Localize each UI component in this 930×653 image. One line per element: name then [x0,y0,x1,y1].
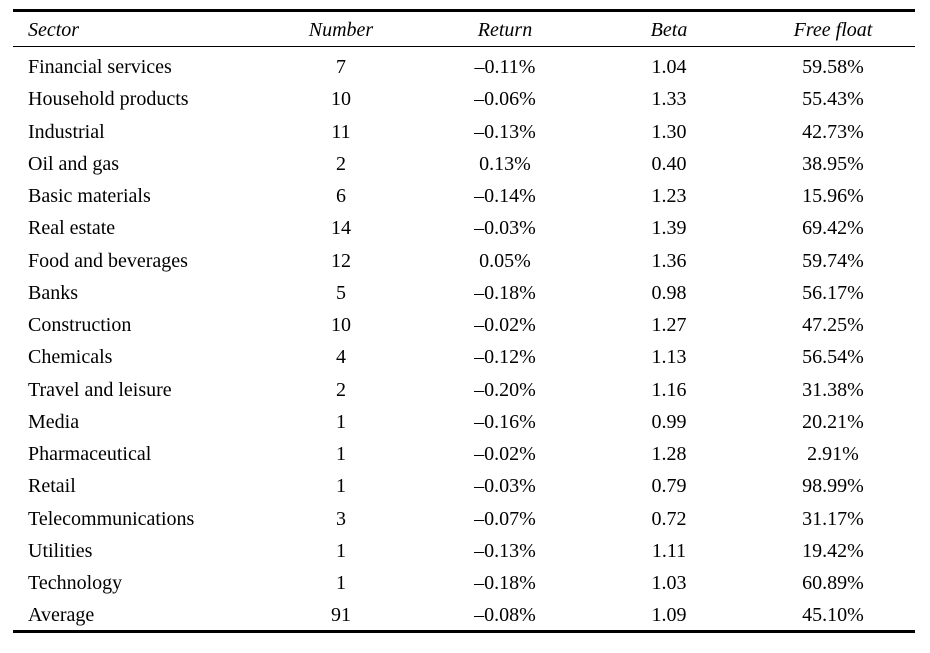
row-label: Pharmaceutical [28,443,152,465]
table-cell: –0.02% [474,314,536,336]
table-cell: 2.91% [807,443,859,465]
row-label: Household products [28,88,189,111]
table-cell: 0.40 [651,152,687,175]
table-cell: 6 [336,185,346,207]
row-label: Average [28,604,95,627]
column-header: Sector [28,19,80,41]
row-label: Construction [28,314,132,336]
row-label: Retail [28,475,76,498]
row-label: Travel and leisure [28,378,172,401]
row-label: Industrial [28,120,105,143]
table-cell: 60.89% [802,572,864,594]
table-cell: 1 [336,475,346,498]
table-cell: 15.96% [802,185,864,207]
table-cell: 98.99% [802,475,864,498]
table-cell: 1.27 [651,314,687,336]
table-cell: 47.25% [802,314,864,336]
row-label: Financial services [28,56,172,78]
table-cell: 1.13 [651,346,687,369]
table-cell: 14 [331,217,351,240]
row-label: Media [28,410,80,433]
table-cell: 12 [331,249,351,272]
table-cell: 0.79 [651,475,687,498]
table-cell: –0.20% [474,378,536,401]
table-cell: 1.16 [651,378,687,401]
table-cell: 45.10% [802,604,864,627]
column-header: Beta [650,19,688,41]
table-cell: 3 [336,507,346,530]
table-cell: 1 [336,410,346,433]
table-cell: 1 [336,539,346,562]
top-rule [13,9,915,12]
table-cell: –0.13% [474,539,536,562]
table-cell: 0.98 [651,281,687,304]
row-label: Chemicals [28,346,113,369]
table-cell: 0.13% [479,152,531,175]
table-cell: –0.07% [474,507,536,530]
table-cell: 31.38% [802,378,864,401]
table-cell: –0.12% [474,346,536,369]
table-cell: 69.42% [802,217,864,240]
table-cell: 0.72 [651,507,687,530]
table-cell: –0.06% [474,88,536,111]
table-cell: –0.18% [474,281,536,304]
table-cell: –0.13% [474,120,536,143]
row-label: Real estate [28,217,116,240]
row-label: Oil and gas [28,152,120,175]
row-label: Technology [28,572,123,594]
table-cell: 1.23 [651,185,687,207]
table-cell: 10 [331,314,351,336]
row-label: Utilities [28,539,93,562]
table-cell: –0.16% [474,410,536,433]
table-cell: 1.11 [651,539,687,562]
table-cell: 11 [331,120,351,143]
table-cell: 1.28 [651,443,687,465]
row-label: Food and beverages [28,249,188,272]
row-label: Basic materials [28,185,151,207]
table-cell: 1 [336,572,346,594]
table-cell: 5 [336,281,346,304]
table-cell: 1.33 [651,88,687,111]
table-cell: 1.30 [651,120,687,143]
table-cell: –0.18% [474,572,536,594]
table-cell: 4 [336,346,346,369]
table-cell: 1 [336,443,346,465]
table-cell: –0.02% [474,443,536,465]
table-cell: –0.08% [474,604,536,627]
bottom-rule [13,630,915,633]
table-cell: 56.17% [802,281,864,304]
table-cell: –0.11% [474,56,536,78]
table-cell: 31.17% [802,507,864,530]
column-header: Return [477,19,533,41]
table-cell: 0.99 [651,410,687,433]
table-cell: 55.43% [802,88,864,111]
table-cell: 1.39 [651,217,687,240]
column-header: Free float [793,19,873,41]
column-header: Number [308,19,374,41]
table-cell: –0.03% [474,475,536,498]
table-cell: 0.05% [479,249,531,272]
table-cell: 56.54% [802,346,864,369]
table-cell: 7 [336,56,346,78]
table-cell: 91 [331,604,351,627]
table-cell: 1.36 [651,249,687,272]
row-label: Banks [28,281,78,304]
table-cell: –0.03% [474,217,536,240]
table-cell: 1.04 [651,56,687,78]
table-cell: 42.73% [802,120,864,143]
table-cell: 2 [336,152,346,175]
table-cell: 59.74% [802,249,864,272]
table-cell: –0.14% [474,185,536,207]
table-cell: 1.09 [651,604,687,627]
table-cell: 59.58% [802,56,864,78]
table-cell: 38.95% [802,152,864,175]
table-cell: 2 [336,378,346,401]
table-cell: 20.21% [802,410,864,433]
table-cell: 10 [331,88,351,111]
row-label: Telecommunications [28,507,195,530]
header-rule [13,46,915,47]
table-cell: 19.42% [802,539,864,562]
table-cell: 1.03 [651,572,687,594]
